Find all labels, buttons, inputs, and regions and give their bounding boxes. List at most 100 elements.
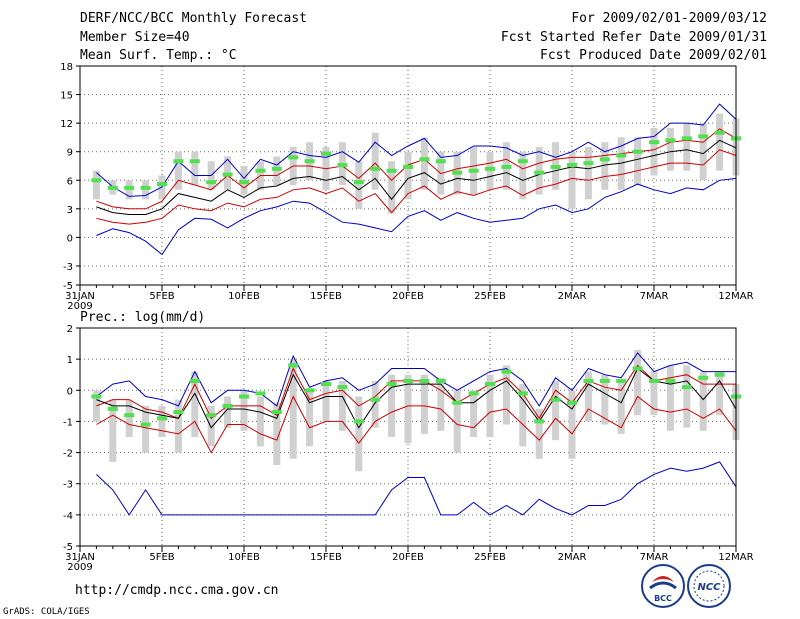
observed-marker: [567, 163, 577, 168]
ensemble-box: [519, 151, 527, 200]
observed-marker: [583, 378, 594, 383]
observed-marker: [665, 138, 676, 143]
ensemble-box: [584, 146, 592, 200]
member-size: Member Size=40: [80, 30, 190, 45]
observed-marker: [403, 164, 413, 169]
ensemble-box: [404, 374, 412, 444]
y-tick-label: 9: [67, 148, 73, 159]
ensemble-box: [486, 374, 494, 437]
observed-marker: [321, 382, 331, 387]
observed-marker: [222, 172, 233, 177]
ensemble-box: [470, 390, 478, 437]
ensemble-box: [174, 399, 182, 453]
observed-marker: [271, 166, 282, 171]
x-tick-label: 12MAR: [718, 291, 753, 302]
observed-marker: [567, 400, 577, 405]
observed-marker: [419, 157, 430, 162]
observed-marker: [157, 182, 167, 187]
y-tick-label: 6: [67, 176, 73, 187]
source-url[interactable]: http://cmdp.ncc.cma.gov.cn: [75, 583, 279, 598]
forecast-period: For 2009/02/01-2009/03/12: [571, 11, 767, 26]
y-tick-label: 12: [60, 119, 73, 130]
x-tick-label: 7MAR: [640, 552, 669, 563]
x-tick-label: 5FEB: [149, 291, 174, 302]
observed-marker: [468, 168, 479, 173]
ncc-logo: NCC: [687, 564, 731, 608]
ensemble-box: [191, 151, 199, 186]
ensemble-box: [699, 371, 707, 431]
observed-marker: [632, 366, 643, 371]
series-upper: [96, 364, 736, 420]
observed-marker: [419, 378, 430, 383]
observed-marker: [206, 180, 217, 185]
x-tick-label: 2MAR: [558, 291, 587, 302]
observed-marker: [698, 134, 709, 139]
x-tick-year: 2009: [67, 301, 92, 312]
observed-marker: [239, 180, 249, 185]
y-tick-label: -4: [63, 511, 73, 522]
ensemble-box: [617, 380, 625, 434]
x-tick-label: 2MAR: [558, 552, 587, 563]
ensemble-box: [355, 396, 363, 472]
ensemble-box: [158, 405, 166, 437]
observed-marker: [714, 372, 725, 377]
ensemble-box: [716, 113, 724, 171]
y-tick-label: 1: [67, 355, 73, 366]
y-tick-label: -2: [63, 449, 73, 460]
observed-marker: [140, 185, 151, 190]
observed-marker: [485, 166, 495, 171]
y-tick-label: -3: [63, 480, 73, 491]
series-lower: [96, 395, 737, 454]
x-tick-label: 25FEB: [474, 552, 506, 563]
x-tick-label: 10FEB: [228, 291, 260, 302]
ensemble-box: [191, 371, 199, 437]
ensemble-box: [568, 390, 576, 459]
x-tick-label: 10FEB: [228, 552, 260, 563]
chart-title: DERF/NCC/BCC Monthly Forecast: [80, 11, 307, 26]
observed-marker: [353, 419, 364, 424]
series-lower: [96, 149, 737, 225]
series-mean: [96, 139, 737, 215]
observed-marker: [173, 159, 184, 164]
observed-marker: [304, 159, 315, 164]
ensemble-box: [535, 408, 543, 459]
y-tick-label: -5: [63, 281, 73, 292]
y-tick-label: 3: [67, 205, 73, 216]
observed-marker: [517, 159, 528, 164]
observed-marker: [599, 378, 610, 383]
ensemble-box: [601, 374, 609, 425]
observed-marker: [288, 155, 299, 160]
ensemble-box: [437, 377, 445, 431]
observed-marker: [337, 385, 348, 390]
ensemble-box: [453, 390, 461, 453]
observed-marker: [517, 391, 528, 396]
ensemble-box: [289, 359, 297, 459]
ncc-logo-label: NCC: [697, 582, 721, 593]
observed-marker: [485, 382, 495, 387]
ensemble-box: [388, 161, 396, 214]
y-tick-label: 18: [60, 62, 73, 73]
ensemble-box: [404, 151, 412, 200]
ensemble-box: [634, 137, 642, 186]
observed-marker: [435, 159, 446, 164]
observed-marker: [140, 422, 151, 427]
x-tick-label: 20FEB: [392, 291, 424, 302]
started-refer-date: Fcst Started Refer Date 2009/01/31: [500, 30, 767, 45]
observed-marker: [304, 388, 315, 393]
observed-marker: [632, 149, 643, 154]
ensemble-box: [371, 132, 379, 190]
x-tick-label: 7MAR: [640, 291, 669, 302]
ensemble-box: [355, 161, 363, 209]
x-tick-label: 5FEB: [149, 552, 174, 563]
x-tick-label: 20FEB: [392, 552, 424, 563]
ensemble-box: [650, 371, 658, 416]
ensemble-box: [650, 127, 658, 176]
ensemble-box: [584, 371, 592, 422]
series-max: [96, 103, 737, 197]
observed-marker: [353, 180, 364, 185]
series-upper: [96, 128, 737, 210]
x-tick-label: 12MAR: [718, 552, 753, 563]
ensemble-box: [634, 349, 642, 416]
ensemble-box: [683, 365, 691, 428]
observed-marker: [501, 369, 512, 374]
